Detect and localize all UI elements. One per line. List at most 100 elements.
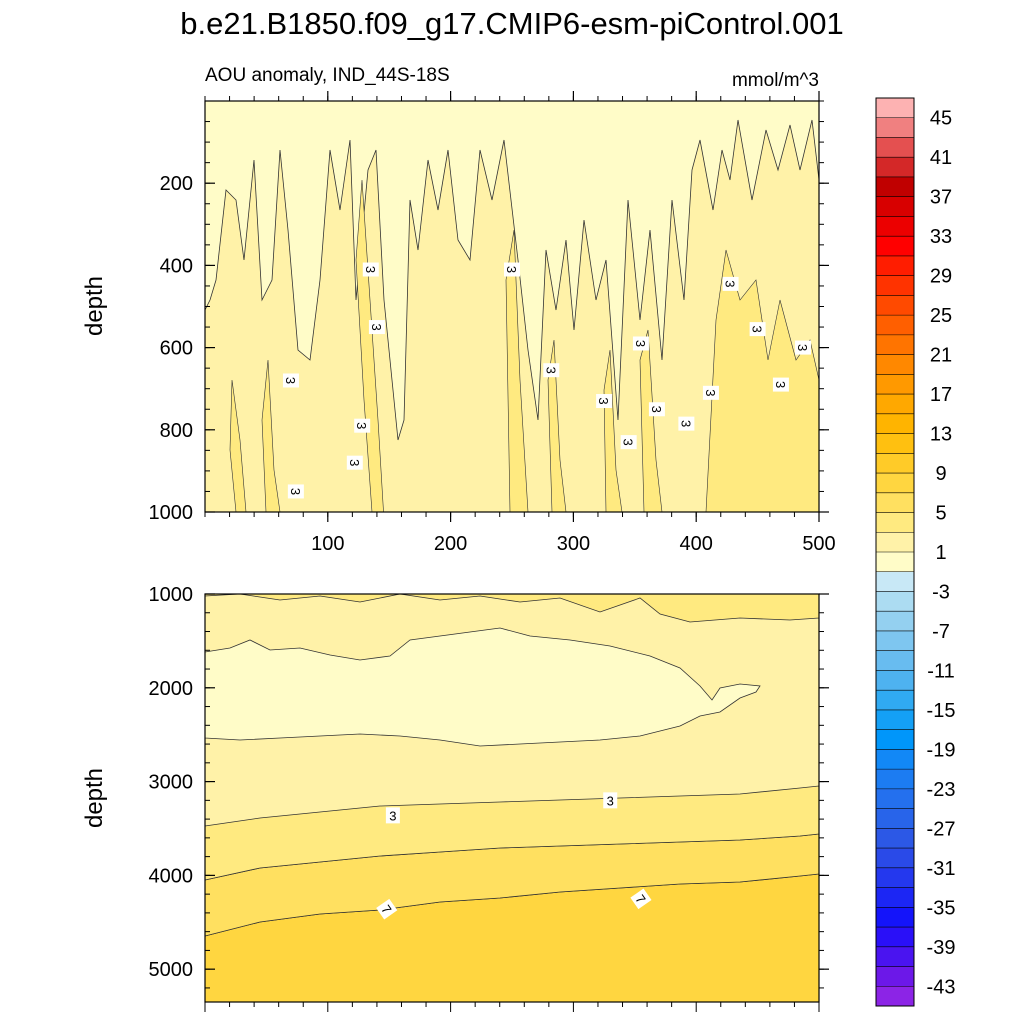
contour-label-box (632, 336, 649, 351)
colorbar-swatch (876, 176, 914, 197)
colorbar-swatch (876, 295, 914, 316)
colorbar-swatch (876, 98, 914, 119)
colorbar-label: 33 (930, 226, 952, 248)
colorbar-label: -43 (927, 976, 956, 998)
contour-label: 3 (346, 455, 363, 470)
colorbar-swatch (876, 512, 914, 533)
contour-label-box (630, 888, 652, 910)
colorbar-label: 41 (930, 147, 952, 169)
contour-label-text: 3 (369, 323, 384, 330)
contour-label-box (603, 792, 618, 809)
contour-label: 3 (632, 336, 649, 351)
colorbar-swatch (876, 630, 914, 651)
colorbar: 45 41 37 33 29 25 21 17 13 9 5 1 -3 -7 -11 -15 -19 -23 -27… (875, 97, 956, 1007)
contour-label-text: 3 (795, 344, 810, 351)
colorbar-swatch (876, 433, 914, 454)
contour-label-text: 3 (389, 808, 396, 823)
contour-label: 3 (620, 435, 637, 450)
x-tick-label: 500 (802, 533, 835, 555)
contour-label: 3 (385, 807, 400, 824)
contour-label-box (795, 340, 812, 355)
contour-label-text: 3 (678, 420, 693, 427)
colorbar-swatch (876, 788, 914, 809)
colorbar-label: -23 (927, 779, 956, 801)
contour-label-box (385, 807, 400, 824)
contour-label: 3 (603, 792, 618, 809)
contour-label: 3 (772, 377, 789, 392)
contour-label: 3 (368, 320, 385, 335)
contour-label: 3 (543, 363, 560, 378)
contour-label-box (543, 363, 560, 378)
upper-panel-ticks: 200 400 600 800 1000 100 200 300 400 500 (149, 91, 836, 555)
contour-label-box (749, 322, 766, 337)
y-tick-label: 200 (160, 173, 193, 195)
colorbar-label: -3 (932, 581, 950, 603)
upper-region-stripe-8 (705, 249, 819, 512)
lower-band-deep-1 (205, 785, 819, 881)
colorbar-swatch (876, 275, 914, 296)
colorbar-label: 37 (930, 187, 952, 209)
contour-label-box (346, 455, 363, 470)
y-tick-label: 400 (160, 255, 193, 277)
upper-region-stripe-5 (547, 339, 567, 512)
contour-label-text: 3 (723, 280, 738, 287)
colorbar-swatch (876, 117, 914, 138)
lower-region-light (205, 627, 761, 747)
colorbar-swatch (876, 690, 914, 711)
colorbar-label: 45 (930, 108, 952, 130)
contour-label-text: 3 (649, 406, 664, 413)
colorbar-swatch (876, 492, 914, 513)
contour-label-box (772, 377, 789, 392)
colorbar-swatch (876, 946, 914, 967)
contour-label-text: 3 (347, 459, 362, 466)
colorbar-swatch (876, 986, 914, 1007)
contour-label: 3 (795, 340, 812, 355)
chart-units: mmol/m^3 (732, 70, 819, 91)
contour-label-box (504, 262, 520, 277)
contour-label: 3 (702, 385, 719, 400)
contour-label-text: 3 (703, 389, 718, 396)
contour-label-box (354, 418, 371, 433)
contour-label-box (722, 276, 739, 291)
colorbar-label: 29 (930, 266, 952, 288)
upper-region-stripe-4 (505, 229, 529, 512)
colorbar-label: 13 (930, 424, 952, 446)
contour-label: 3 (722, 276, 739, 291)
upper-contour-labels: 3 3 3 3 3 3 3 3 3 3 3 3 3 3 3 3 3 3 (282, 262, 812, 499)
colorbar-swatch (876, 532, 914, 553)
contour-label: 7 (630, 888, 652, 910)
colorbar-swatch (876, 354, 914, 375)
contour-label: 3 (287, 484, 304, 499)
contour-label-text: 3 (504, 266, 519, 273)
colorbar-label: 9 (935, 463, 946, 485)
colorbar-swatch (876, 552, 914, 573)
contour-label: 7 (376, 898, 398, 920)
contour-label-box (282, 373, 299, 388)
lower-panel-ticks: 1000 2000 3000 4000 5000 (149, 584, 829, 1012)
y-tick-label: 5000 (149, 959, 194, 981)
colorbar-swatch (876, 749, 914, 770)
contour-label-text: 3 (283, 377, 298, 384)
y-tick-label: 2000 (149, 678, 194, 700)
contour-label-box (362, 262, 379, 277)
contour-label-text: 3 (621, 439, 636, 446)
colorbar-swatch (876, 769, 914, 790)
colorbar-swatch (876, 236, 914, 257)
colorbar-swatch (876, 729, 914, 750)
colorbar-swatch (876, 315, 914, 336)
colorbar-swatch (876, 709, 914, 730)
contour-label-box (620, 435, 637, 450)
colorbar-swatch (876, 473, 914, 494)
colorbar-swatch (876, 196, 914, 217)
colorbar-frame (875, 97, 915, 1007)
contour-label-text: 3 (288, 488, 303, 495)
contour-label-text: 3 (773, 381, 788, 388)
colorbar-swatch (876, 867, 914, 888)
contour-label: 3 (362, 262, 379, 277)
colorbar-swatch (876, 571, 914, 592)
y-tick-label: 600 (160, 338, 193, 360)
chart-title: b.e21.B1850.f09_g17.CMIP6-esm-piControl.… (180, 6, 843, 41)
colorbar-label: -19 (927, 739, 956, 761)
x-tick-label: 400 (680, 533, 713, 555)
